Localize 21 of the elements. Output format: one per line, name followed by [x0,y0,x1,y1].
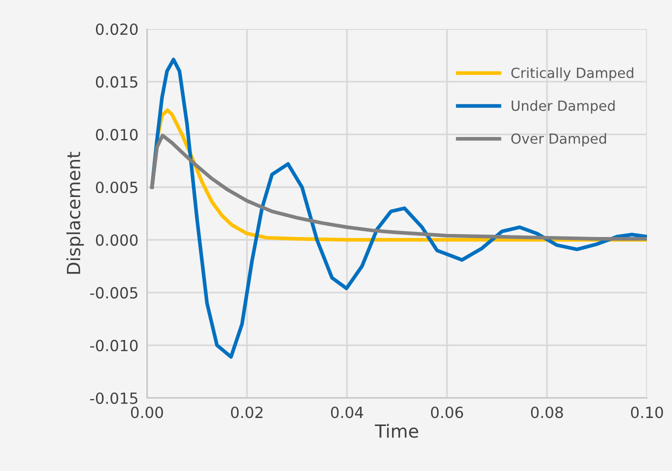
line-series [150,58,647,359]
y-tick-label: 0.000 [96,234,138,246]
line-series [150,134,647,241]
y-tick-label: -0.005 [90,287,138,299]
y-tick-label: 0.015 [96,76,138,88]
x-tick-label: 0.10 [631,406,663,418]
legend-label: Under Damped [512,100,615,114]
legend-label: Critically Damped [511,67,634,81]
x-tick-label: 0.04 [331,406,364,418]
x-tick-label: 0.02 [231,406,262,418]
x-tick-label: 0.06 [431,406,464,418]
y-tick-label: -0.015 [90,392,138,404]
x-tick-label: 0.00 [131,406,163,418]
y-tick-label: 0.020 [96,23,138,36]
y-tick-label: -0.010 [90,340,138,352]
x-tick-label: 0.08 [531,406,563,418]
y-tick-label: 0.005 [96,182,138,194]
legend-label: Over Damped [511,133,606,147]
x-axis-title: Time [374,424,418,438]
y-axis-title: Displacement [66,152,84,274]
y-tick-label: 0.010 [96,128,138,140]
